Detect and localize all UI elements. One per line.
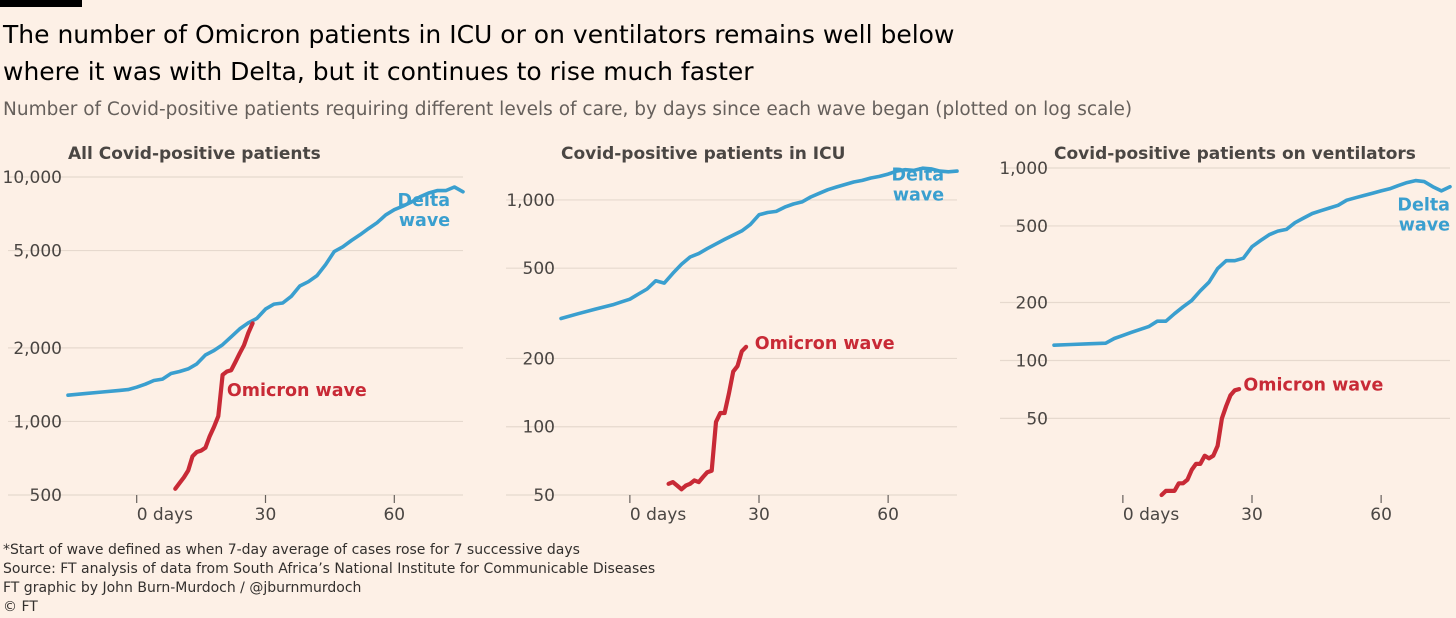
x-tick-label: 30 — [255, 505, 277, 525]
series-label-line: Delta — [1397, 196, 1450, 216]
chart-subtitle: Number of Covid-positive patients requir… — [3, 99, 1133, 120]
y-tick-label: 200 — [523, 349, 555, 369]
delta-series-label: Delta wave — [398, 191, 451, 231]
delta-series-label: Delta wave — [892, 165, 945, 205]
chart-title: The number of Omicron patients in ICU or… — [3, 20, 955, 86]
y-tick-label: 200 — [1016, 294, 1048, 314]
omicron-series-label: Omicron wave — [227, 381, 367, 401]
panel-title: Covid-positive patients in ICU — [561, 144, 845, 164]
chart-footer: *Start of wave defined as when 7-day ave… — [3, 541, 1003, 617]
x-tick-label: 30 — [1241, 505, 1263, 525]
y-tick-label: 500 — [523, 259, 555, 279]
footnote: *Start of wave defined as when 7-day ave… — [3, 542, 580, 558]
brand-bar — [0, 0, 82, 7]
panel-3: Covid-positive patients on ventilators 50… — [999, 144, 1452, 525]
delta-series-line — [1052, 178, 1452, 347]
copyright: © FT — [3, 599, 38, 615]
panel-title: Covid-positive patients on ventilators — [1054, 144, 1416, 164]
x-tick-label: 30 — [748, 505, 770, 525]
x-tick-label: 60 — [383, 505, 405, 525]
omicron-series-label: Omicron wave — [1243, 375, 1383, 395]
y-tick-label: 500 — [1016, 217, 1048, 237]
graphic-credit: FT graphic by John Burn-Murdoch / @jburn… — [3, 580, 362, 596]
x-tick-label: 60 — [1370, 505, 1392, 525]
series-label-line: wave — [893, 185, 944, 205]
series-label-line: Delta — [398, 191, 451, 211]
y-tick-label: 1,000 — [999, 159, 1048, 179]
panel-2: Covid-positive patients in ICU 50 100 200 50… — [506, 144, 959, 525]
series-label-line: Delta — [892, 165, 945, 185]
y-tick-label: 5,000 — [13, 242, 62, 262]
series-label-line: wave — [1399, 216, 1450, 236]
series-label-line: Omicron wave — [1243, 375, 1383, 395]
y-tick-label: 2,000 — [13, 339, 62, 359]
y-tick-label: 10,000 — [3, 168, 62, 188]
omicron-series-line — [173, 321, 255, 491]
omicron-series-label: Omicron wave — [755, 334, 895, 354]
x-tick-label: 0 days — [630, 505, 686, 525]
x-tick-label: 60 — [877, 505, 899, 525]
y-tick-label: 1,000 — [13, 412, 62, 432]
y-tick-label: 100 — [523, 418, 555, 438]
omicron-series-line — [666, 344, 749, 492]
delta-series-label: Delta wave — [1397, 196, 1450, 236]
source-note: Source: FT analysis of data from South A… — [3, 561, 656, 577]
series-label-line: Omicron wave — [755, 334, 895, 354]
y-tick-label: 500 — [30, 486, 62, 506]
series-label-line: wave — [399, 211, 450, 231]
delta-series-line — [559, 166, 959, 321]
y-tick-label: 50 — [1026, 409, 1048, 429]
y-tick-label: 1,000 — [506, 191, 555, 211]
y-tick-label: 100 — [1016, 351, 1048, 371]
delta-series-line — [66, 185, 465, 397]
x-tick-label: 0 days — [1123, 505, 1179, 525]
x-tick-label: 0 days — [137, 505, 193, 525]
panel-1: All Covid-positive patients 500 1,000 2,000… — [3, 144, 465, 525]
y-tick-label: 50 — [533, 486, 555, 506]
panel-title: All Covid-positive patients — [68, 144, 321, 164]
series-label-line: Omicron wave — [227, 381, 367, 401]
omicron-series-line — [1159, 387, 1242, 498]
